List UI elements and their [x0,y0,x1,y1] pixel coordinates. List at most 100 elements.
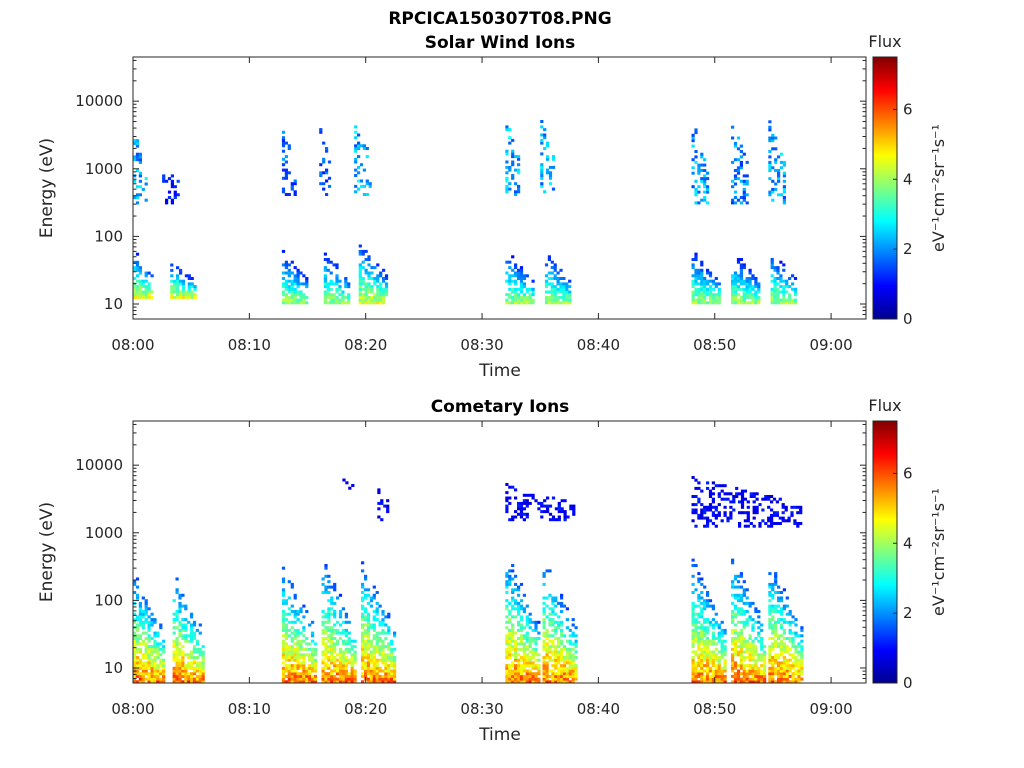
heatmap-cell [323,252,327,256]
cometary-colorbar [872,420,898,684]
heatmap-cell [505,650,509,654]
heatmap-cell [281,138,286,142]
heatmap-cell [703,516,707,520]
heatmap-cell [505,187,509,191]
heatmap-cell [757,295,761,299]
heatmap-cell [711,650,715,654]
heatmap-cell [198,666,202,670]
heatmap-cell [170,279,174,283]
heatmap-cell [800,677,804,681]
heatmap-cell [144,664,148,668]
heatmap-cell [505,666,509,670]
heatmap-cell [184,666,188,670]
heatmap-cell [505,496,509,500]
heatmap-cell [543,504,547,508]
heatmap-cell [369,626,373,630]
heatmap-cell [543,133,547,137]
heatmap-cell [691,582,695,586]
heatmap-cell [284,628,288,632]
heatmap-cell [708,271,713,275]
heatmap-cell [508,674,512,678]
heatmap-cell [361,672,365,676]
heatmap-cell [327,580,331,584]
heatmap-cell [133,293,137,297]
heatmap-cell [771,607,775,611]
heatmap-cell [782,637,786,640]
heatmap-cell [560,623,564,627]
heatmap-cell [525,287,529,291]
heatmap-cell [311,677,315,681]
heatmap-cell [361,645,365,649]
heatmap-cell [181,295,186,299]
heatmap-cell [779,279,783,283]
heatmap-cell [381,631,385,635]
heatmap-cell [133,650,137,654]
heatmap-cell [138,171,142,175]
heatmap-cell [691,185,695,189]
solar-wind-plot-frame [132,56,867,320]
heatmap-cell [745,588,749,592]
heatmap-cell [763,669,767,673]
heatmap-cell [290,639,294,643]
heatmap-cell [742,182,746,186]
heatmap-cell [525,504,529,508]
heatmap-cell [571,669,575,673]
heatmap-cell [329,282,333,286]
heatmap-cell [290,295,294,299]
heatmap-cell [742,656,746,659]
heatmap-cell [370,301,374,305]
heatmap-cell [327,677,331,681]
heatmap-cell [731,279,735,283]
heatmap-cell [800,658,804,662]
heatmap-cell [560,510,564,514]
heatmap-cell [364,593,368,597]
heatmap-cell [311,666,315,670]
heatmap-cell [519,669,524,673]
heatmap-cell [135,650,140,654]
heatmap-cell [170,182,174,186]
heatmap-cell [776,290,780,294]
heatmap-cell [364,650,368,654]
heatmap-cell [731,298,735,302]
heatmap-cell [354,130,358,134]
heatmap-cell [133,680,137,684]
heatmap-cell [133,645,137,649]
heatmap-cell [508,485,512,489]
heatmap-cell [571,661,575,665]
heatmap-cell [757,287,761,291]
heatmap-cell [694,160,698,164]
heatmap-cell [150,666,154,670]
heatmap-cell [387,642,391,646]
heatmap-cell [144,293,148,297]
heatmap-cell [706,171,710,175]
heatmap-cell [333,664,337,668]
heatmap-cell [517,666,521,670]
heatmap-cell [547,301,551,305]
heatmap-cell [528,293,532,297]
heatmap-cell [738,524,742,528]
heatmap-cell [525,669,529,673]
heatmap-cell [505,507,509,511]
heatmap-cell [553,295,557,299]
heatmap-cell [545,637,549,640]
heatmap-cell [694,508,698,512]
heatmap-cell [327,650,331,654]
heatmap-cell [323,258,327,261]
heatmap-cell [703,674,707,678]
heatmap-cell [519,507,524,511]
heatmap-cell [350,647,354,651]
heatmap-cell [525,301,529,305]
heatmap-cell [361,591,365,594]
heatmap-cell [173,279,177,283]
heatmap-cell [751,618,755,622]
heatmap-cell [782,588,786,592]
heatmap-cell [505,637,509,640]
heatmap-cell [290,677,294,681]
heatmap-cell [361,293,365,297]
heatmap-cell [770,500,774,504]
heatmap-cell [782,163,786,167]
heatmap-cell [711,486,715,490]
heatmap-cell [782,190,786,194]
heatmap-cell [554,626,558,630]
heatmap-cell [373,279,377,283]
